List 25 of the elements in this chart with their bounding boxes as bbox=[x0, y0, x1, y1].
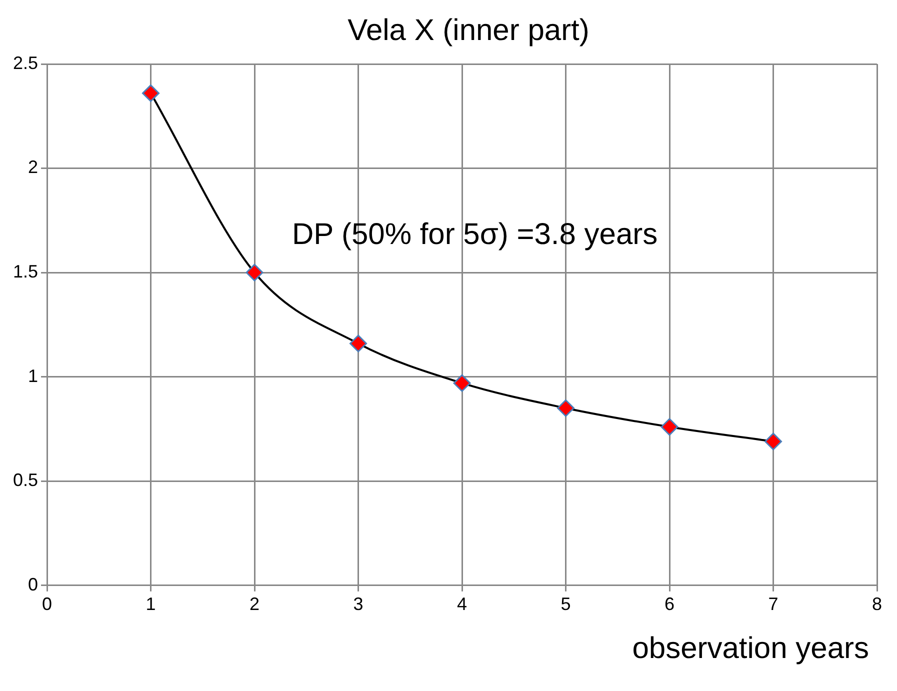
point bbox=[453, 374, 471, 392]
x-tick-label: 2 bbox=[250, 594, 260, 614]
point bbox=[350, 334, 368, 352]
y-tick-label: 2 bbox=[28, 157, 38, 178]
y-tick-label: 0 bbox=[28, 574, 38, 594]
y-tick-label: 2.5 bbox=[12, 52, 38, 73]
point bbox=[142, 84, 160, 102]
x-tick-label: 3 bbox=[353, 594, 364, 614]
x-tick-label: 0 bbox=[42, 594, 52, 614]
x-tick-label: 1 bbox=[146, 594, 156, 614]
y-tick-label: 1.5 bbox=[12, 262, 38, 282]
x-tick-label: 8 bbox=[872, 594, 882, 614]
chart-title: Vela X (inner part) bbox=[346, 14, 590, 48]
x-tick-label: 5 bbox=[560, 594, 571, 614]
point bbox=[764, 432, 782, 450]
annotation: DP (50% for 5σ) =3.8 years bbox=[292, 218, 658, 252]
x-axis-title: observation years bbox=[632, 632, 869, 666]
point bbox=[660, 418, 678, 436]
x-tick-label: 6 bbox=[664, 594, 675, 614]
y-tick-label: 1 bbox=[28, 366, 38, 386]
point bbox=[246, 264, 264, 282]
x-tick-label: 4 bbox=[457, 594, 468, 614]
x-tick-label: 7 bbox=[768, 594, 778, 614]
point bbox=[557, 399, 575, 417]
y-tick-label: 0.5 bbox=[12, 470, 38, 490]
